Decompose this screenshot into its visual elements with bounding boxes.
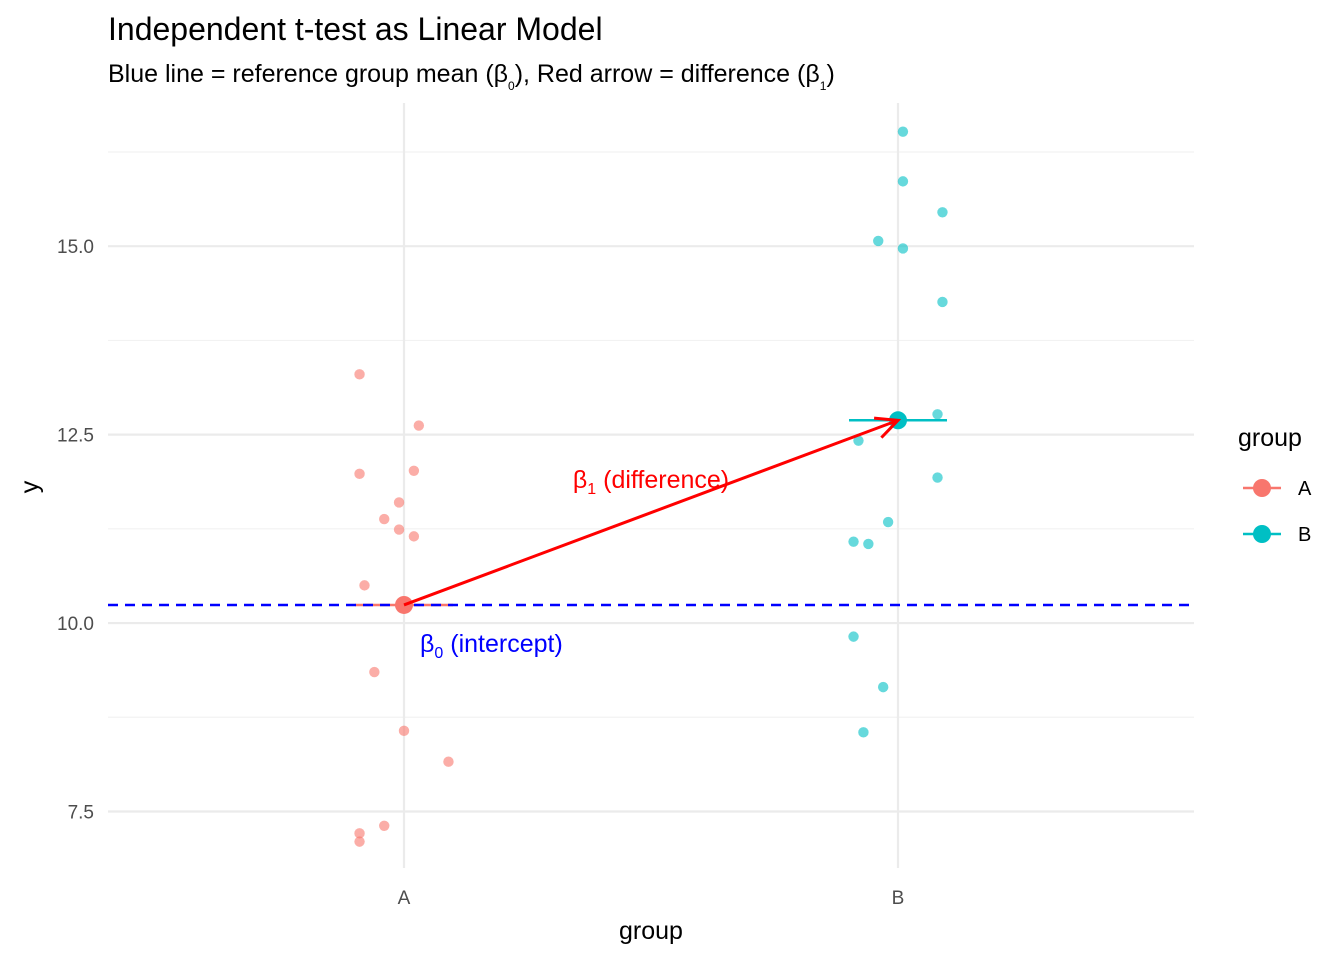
data-point-b xyxy=(848,536,859,547)
difference-arrow xyxy=(403,418,899,607)
data-point-b xyxy=(937,296,948,308)
data-point-b xyxy=(873,235,884,247)
data-point-b xyxy=(853,435,864,446)
legend: group A B xyxy=(1238,424,1312,546)
data-point-a xyxy=(359,580,370,591)
data-point-a xyxy=(398,725,410,737)
legend-label-a: A xyxy=(1298,478,1312,500)
y-tick-label: 15.0 xyxy=(57,237,94,258)
legend-key-point-a xyxy=(1253,479,1271,497)
data-point-b xyxy=(932,472,943,483)
x-axis-title: group xyxy=(619,917,683,945)
chart-title: Independent t-test as Linear Model xyxy=(108,11,603,47)
data-point-b xyxy=(937,207,948,218)
data-point-a xyxy=(408,465,420,477)
data-point-b xyxy=(848,631,859,642)
data-point-a xyxy=(413,420,425,431)
data-point-a xyxy=(379,513,390,525)
plot-area xyxy=(108,126,1194,847)
legend-label-b: B xyxy=(1298,524,1311,546)
beta1-annotation: β1 (difference) xyxy=(573,466,729,498)
y-axis-title: y xyxy=(16,480,44,493)
data-point-a xyxy=(443,756,454,767)
data-point-a xyxy=(379,820,390,831)
difference-arrow-head xyxy=(873,416,902,439)
legend-title: group xyxy=(1238,424,1302,452)
grid-lines xyxy=(108,103,1194,868)
data-point-a xyxy=(408,531,420,542)
data-point-b xyxy=(863,538,874,550)
data-point-a xyxy=(354,468,365,480)
data-point-a xyxy=(393,524,405,535)
data-point-b xyxy=(897,126,909,137)
y-tick-label: 7.5 xyxy=(68,802,94,823)
x-tick-label: B xyxy=(892,888,905,909)
legend-key-point-b xyxy=(1253,525,1271,543)
data-point-b xyxy=(897,243,909,254)
data-point-b xyxy=(877,681,889,693)
beta0-annotation: β0 (intercept) xyxy=(420,630,563,662)
chart-subtitle: Blue line = reference group mean (β0), R… xyxy=(108,60,835,93)
data-point-a xyxy=(393,497,405,508)
data-point-a xyxy=(354,828,365,839)
data-point-a xyxy=(354,369,365,380)
data-point-a xyxy=(354,836,365,847)
data-point-a xyxy=(369,666,380,678)
data-point-b xyxy=(897,176,909,187)
data-point-b xyxy=(882,516,894,528)
y-axis-ticks: 7.5 10.0 12.5 15.0 xyxy=(57,237,94,823)
y-tick-label: 12.5 xyxy=(57,426,94,447)
x-tick-label: A xyxy=(398,888,411,909)
y-tick-label: 10.0 xyxy=(57,614,94,635)
data-point-b xyxy=(932,409,943,420)
data-point-b xyxy=(858,727,869,738)
